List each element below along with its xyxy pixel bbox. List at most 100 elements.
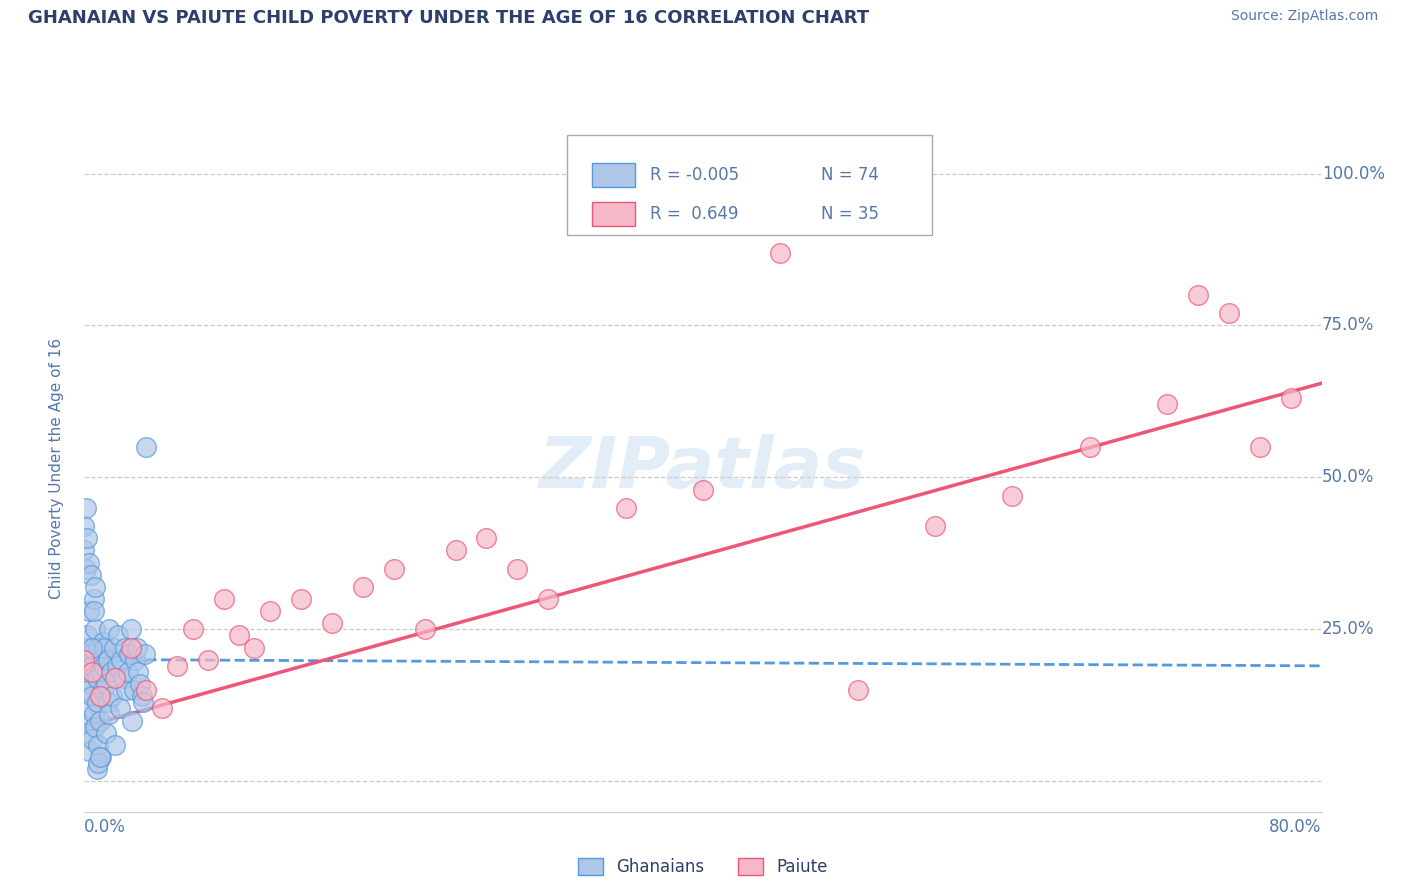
Point: [84, 720, 107, 734]
Point: [129, 677, 152, 691]
FancyBboxPatch shape: [592, 163, 636, 187]
Point: [93, 640, 115, 655]
Point: [1078, 440, 1101, 454]
Point: [1218, 306, 1240, 320]
Point: [79, 567, 101, 582]
Text: 75.0%: 75.0%: [1322, 317, 1374, 334]
Point: [86, 671, 108, 685]
Point: [846, 683, 869, 698]
Point: [87, 756, 110, 770]
Point: [89, 750, 111, 764]
Point: [104, 671, 127, 685]
Point: [924, 519, 946, 533]
Point: [94, 677, 117, 691]
Point: [96, 695, 118, 709]
Point: [107, 628, 129, 642]
Point: [290, 592, 312, 607]
Point: [73, 653, 96, 667]
Point: [197, 653, 219, 667]
Point: [83, 592, 105, 607]
Point: [537, 592, 560, 607]
Text: ZIPatlas: ZIPatlas: [540, 434, 866, 503]
Point: [96, 653, 118, 667]
Point: [120, 640, 142, 655]
Point: [76, 531, 98, 545]
Text: 50.0%: 50.0%: [1322, 468, 1374, 486]
Point: [83, 604, 105, 618]
Point: [1156, 397, 1178, 411]
FancyBboxPatch shape: [567, 136, 932, 235]
Point: [108, 701, 131, 715]
Point: [77, 556, 100, 570]
Point: [86, 762, 108, 776]
Point: [413, 623, 436, 637]
Point: [243, 640, 266, 655]
Point: [692, 483, 714, 497]
Point: [121, 714, 143, 728]
Point: [100, 665, 122, 679]
Text: 25.0%: 25.0%: [1322, 620, 1374, 639]
Point: [135, 440, 157, 454]
Point: [84, 623, 107, 637]
Point: [77, 683, 100, 698]
Text: GHANAIAN VS PAIUTE CHILD POVERTY UNDER THE AGE OF 16 CORRELATION CHART: GHANAIAN VS PAIUTE CHILD POVERTY UNDER T…: [28, 9, 869, 27]
Point: [79, 701, 101, 715]
Point: [104, 738, 127, 752]
Point: [444, 543, 467, 558]
Text: R =  0.649: R = 0.649: [650, 205, 738, 223]
Text: Source: ZipAtlas.com: Source: ZipAtlas.com: [1230, 9, 1378, 23]
Point: [769, 245, 792, 260]
Legend: Ghanaians, Paiute: Ghanaians, Paiute: [572, 851, 834, 882]
Point: [124, 653, 146, 667]
Point: [82, 665, 104, 679]
Point: [132, 695, 155, 709]
Point: [131, 690, 153, 704]
Text: 80.0%: 80.0%: [1270, 818, 1322, 836]
Point: [76, 677, 98, 691]
Point: [73, 543, 96, 558]
Point: [91, 683, 114, 698]
Point: [75, 561, 97, 575]
Point: [76, 725, 98, 739]
Point: [166, 658, 188, 673]
Point: [75, 640, 97, 655]
Point: [212, 592, 235, 607]
Point: [110, 653, 132, 667]
Point: [382, 561, 405, 575]
Point: [127, 665, 149, 679]
Point: [87, 640, 110, 655]
Point: [125, 640, 148, 655]
Point: [82, 731, 104, 746]
Text: 0.0%: 0.0%: [84, 818, 127, 836]
Point: [112, 671, 135, 685]
Point: [82, 658, 104, 673]
Point: [75, 714, 97, 728]
Point: [84, 580, 107, 594]
Point: [1187, 288, 1209, 302]
Point: [105, 658, 128, 673]
Point: [101, 690, 124, 704]
Point: [89, 714, 111, 728]
Point: [75, 500, 97, 515]
Point: [118, 647, 141, 661]
FancyBboxPatch shape: [592, 202, 636, 227]
Point: [77, 604, 100, 618]
Text: R = -0.005: R = -0.005: [650, 166, 740, 184]
Point: [98, 707, 121, 722]
Point: [150, 701, 173, 715]
Point: [1279, 392, 1302, 406]
Point: [79, 647, 101, 661]
Point: [75, 665, 97, 679]
Point: [91, 634, 114, 648]
Point: [134, 647, 156, 661]
Point: [94, 725, 117, 739]
Text: 100.0%: 100.0%: [1322, 164, 1385, 183]
Point: [115, 683, 138, 698]
Point: [98, 623, 121, 637]
Point: [73, 653, 96, 667]
Point: [228, 628, 250, 642]
Point: [259, 604, 281, 618]
Point: [82, 640, 104, 655]
Point: [120, 623, 142, 637]
Point: [1249, 440, 1271, 454]
